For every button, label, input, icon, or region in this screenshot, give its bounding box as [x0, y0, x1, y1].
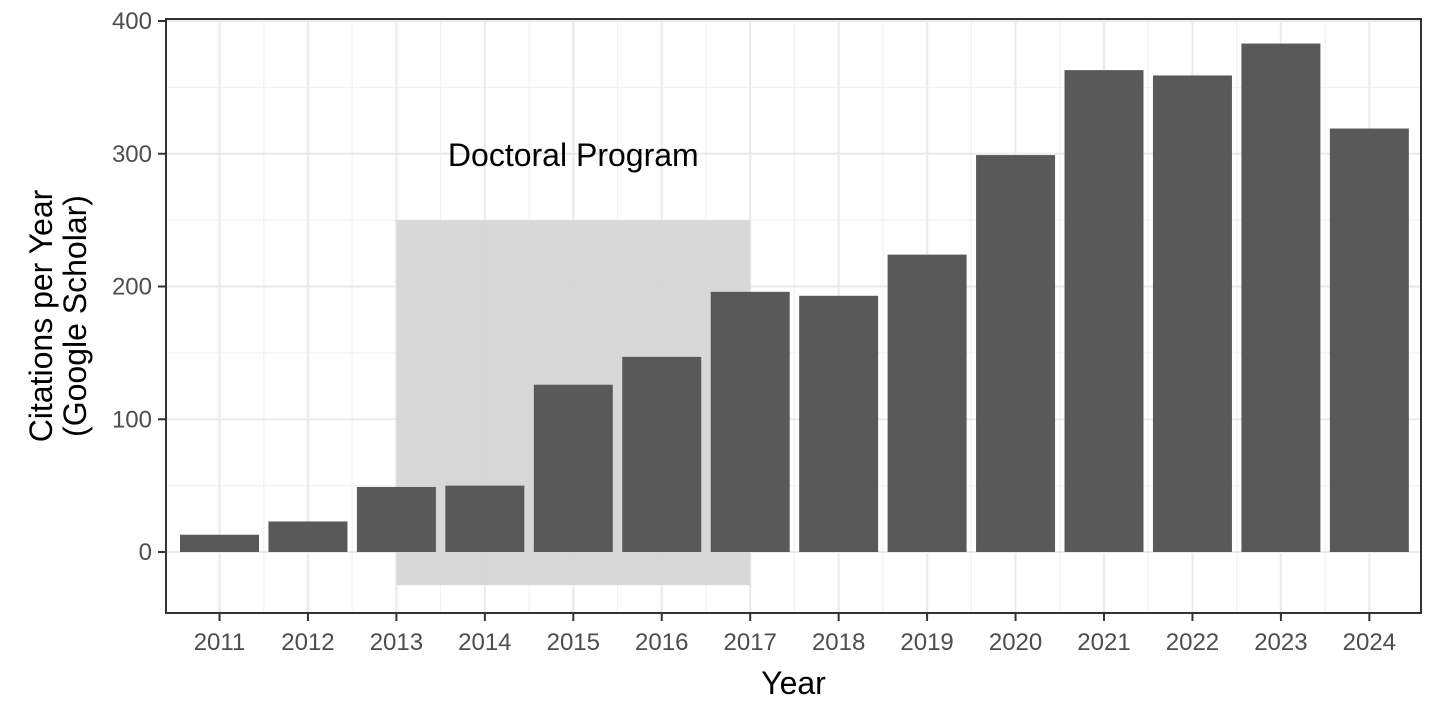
doctoral-program-label: Doctoral Program	[448, 137, 699, 173]
x-tick-label: 2017	[724, 629, 777, 656]
x-tick-label: 2023	[1254, 629, 1307, 656]
x-tick-label: 2024	[1343, 629, 1396, 656]
bar-2015	[533, 384, 613, 552]
bar-2011	[180, 534, 259, 552]
bar-2023	[1241, 43, 1321, 552]
bar-2019	[887, 254, 967, 552]
bar-2014	[445, 485, 525, 552]
x-tick-label: 2021	[1077, 629, 1130, 656]
y-axis-title: Citations per Year(Google Scholar)	[23, 189, 93, 442]
bar-2012	[268, 521, 348, 552]
x-tick-label: 2012	[281, 629, 334, 656]
bar-2013	[356, 486, 436, 552]
x-tick-label: 2022	[1166, 629, 1219, 656]
x-tick-label: 2015	[547, 629, 600, 656]
x-tick-label: 2019	[900, 629, 953, 656]
bar-2024	[1329, 128, 1409, 552]
bar-2020	[976, 155, 1056, 552]
x-tick-label: 2011	[194, 629, 246, 656]
y-axis-title-line: (Google Scholar)	[57, 195, 93, 437]
x-tick-label: 2018	[812, 629, 865, 656]
x-tick-label: 2013	[370, 629, 423, 656]
y-tick-label: 400	[112, 8, 152, 35]
y-tick-label: 300	[112, 141, 152, 168]
x-tick-label: 2014	[458, 629, 511, 656]
bar-2017	[710, 291, 790, 552]
y-tick-label: 0	[139, 539, 152, 566]
plot-panel-border	[165, 18, 1422, 614]
x-tick-label: 2020	[989, 629, 1042, 656]
bar-2016	[622, 356, 702, 552]
x-axis-title: Year	[761, 665, 826, 701]
x-tick-label: 2016	[635, 629, 688, 656]
bar-2021	[1064, 70, 1144, 553]
y-tick-label: 200	[112, 274, 152, 301]
y-tick-label: 100	[112, 406, 152, 433]
bar-2018	[799, 295, 879, 552]
y-axis-title-line: Citations per Year	[23, 189, 59, 442]
bar-2022	[1152, 75, 1232, 553]
